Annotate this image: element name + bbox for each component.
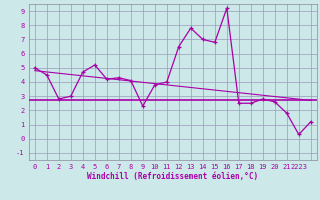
X-axis label: Windchill (Refroidissement éolien,°C): Windchill (Refroidissement éolien,°C) [87, 172, 258, 181]
